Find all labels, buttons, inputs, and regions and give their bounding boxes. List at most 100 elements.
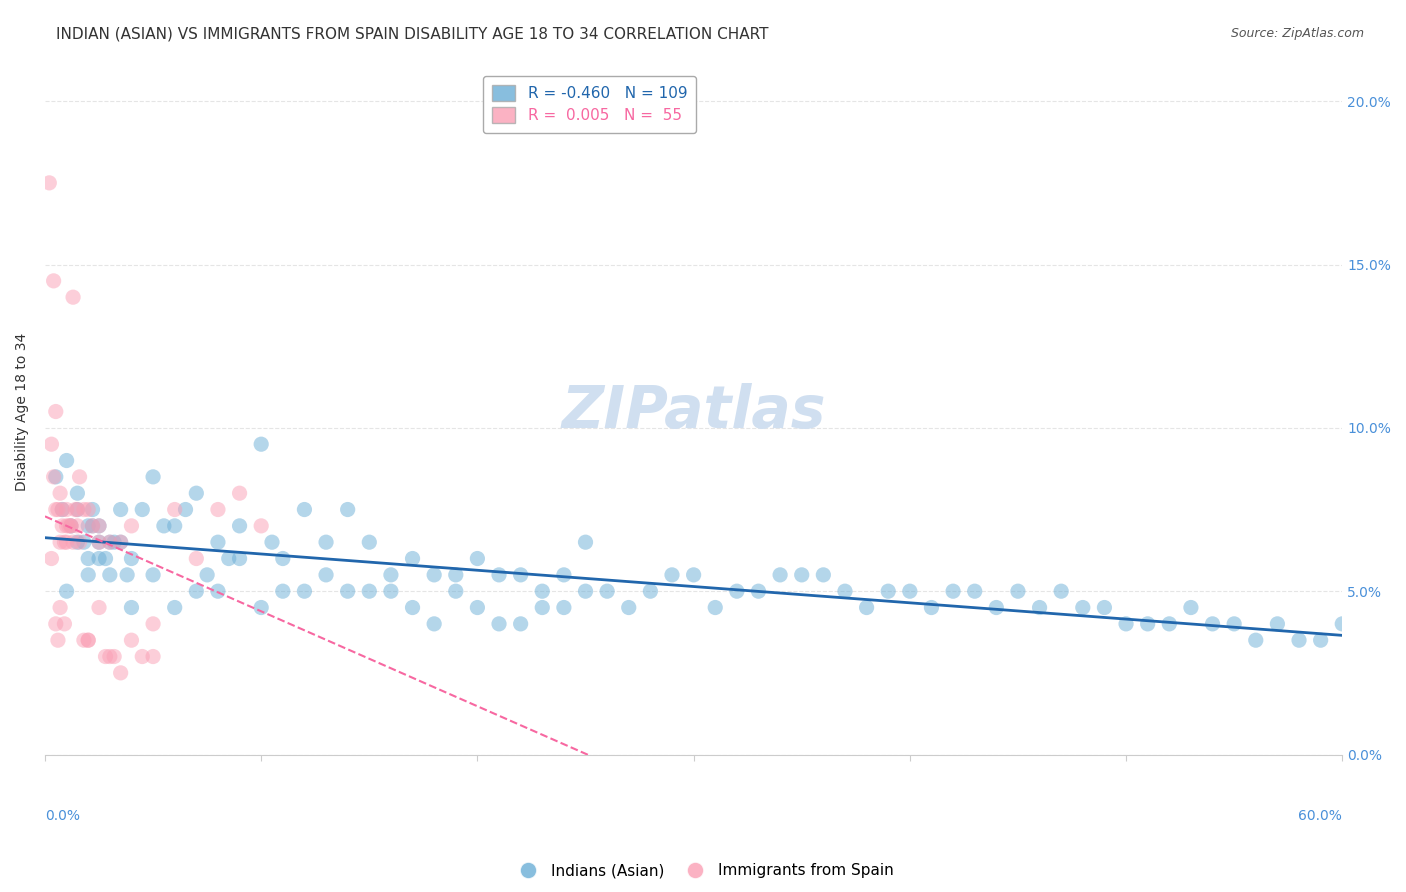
Point xyxy=(207,584,229,599)
Point xyxy=(725,584,748,599)
Point xyxy=(186,486,208,500)
Point xyxy=(103,649,125,664)
Point xyxy=(45,502,67,516)
Point xyxy=(87,551,110,566)
Point xyxy=(1007,584,1029,599)
Point xyxy=(42,470,65,484)
Text: 0.0%: 0.0% xyxy=(45,809,80,823)
Point xyxy=(98,535,121,549)
Point xyxy=(103,535,125,549)
Point xyxy=(73,535,96,549)
Point xyxy=(55,453,77,467)
Point xyxy=(59,519,82,533)
Point xyxy=(110,535,132,549)
Text: 60.0%: 60.0% xyxy=(1298,809,1343,823)
Point xyxy=(87,535,110,549)
Point xyxy=(294,584,316,599)
Point xyxy=(1094,600,1116,615)
Point xyxy=(46,633,69,648)
Point xyxy=(509,616,531,631)
Point xyxy=(77,633,100,648)
Point xyxy=(942,584,965,599)
Point xyxy=(59,519,82,533)
Point xyxy=(46,502,69,516)
Point xyxy=(142,649,165,664)
Point xyxy=(163,600,186,615)
Point xyxy=(82,519,104,533)
Point xyxy=(77,551,100,566)
Point xyxy=(41,551,63,566)
Point xyxy=(747,584,769,599)
Point xyxy=(45,470,67,484)
Point xyxy=(53,616,76,631)
Point xyxy=(531,600,554,615)
Point xyxy=(45,616,67,631)
Point xyxy=(271,584,294,599)
Point xyxy=(59,519,82,533)
Point xyxy=(62,290,84,304)
Point xyxy=(62,535,84,549)
Point xyxy=(423,567,446,582)
Point xyxy=(131,649,153,664)
Point xyxy=(531,584,554,599)
Point xyxy=(228,519,250,533)
Point xyxy=(467,600,489,615)
Point xyxy=(207,535,229,549)
Point xyxy=(682,567,704,582)
Point xyxy=(207,502,229,516)
Point xyxy=(55,519,77,533)
Point xyxy=(467,551,489,566)
Point xyxy=(1071,600,1094,615)
Point xyxy=(87,600,110,615)
Point xyxy=(1223,616,1246,631)
Point xyxy=(423,616,446,631)
Point xyxy=(87,519,110,533)
Point xyxy=(49,535,72,549)
Point xyxy=(271,551,294,566)
Point xyxy=(380,567,402,582)
Point xyxy=(153,519,176,533)
Point xyxy=(553,567,575,582)
Point xyxy=(142,470,165,484)
Point xyxy=(66,502,89,516)
Point xyxy=(986,600,1008,615)
Point xyxy=(51,502,73,516)
Point xyxy=(120,519,142,533)
Point xyxy=(110,502,132,516)
Point xyxy=(401,551,423,566)
Point xyxy=(69,535,91,549)
Point xyxy=(380,584,402,599)
Point xyxy=(1180,600,1202,615)
Point xyxy=(87,535,110,549)
Point xyxy=(250,519,273,533)
Point xyxy=(82,502,104,516)
Point xyxy=(444,584,467,599)
Point xyxy=(574,584,596,599)
Point xyxy=(45,404,67,418)
Point xyxy=(66,502,89,516)
Point xyxy=(66,535,89,549)
Point xyxy=(77,633,100,648)
Point xyxy=(77,519,100,533)
Point xyxy=(163,519,186,533)
Point xyxy=(336,502,359,516)
Point xyxy=(509,567,531,582)
Point xyxy=(834,584,856,599)
Legend: R = -0.460   N = 109, R =  0.005   N =  55: R = -0.460 N = 109, R = 0.005 N = 55 xyxy=(484,76,696,133)
Point xyxy=(55,535,77,549)
Point xyxy=(94,649,117,664)
Point xyxy=(73,502,96,516)
Point xyxy=(359,535,381,549)
Point xyxy=(617,600,640,615)
Point xyxy=(336,584,359,599)
Point xyxy=(163,502,186,516)
Point xyxy=(195,567,218,582)
Point xyxy=(315,567,337,582)
Point xyxy=(488,567,510,582)
Point xyxy=(110,535,132,549)
Point xyxy=(1159,616,1181,631)
Text: INDIAN (ASIAN) VS IMMIGRANTS FROM SPAIN DISABILITY AGE 18 TO 34 CORRELATION CHAR: INDIAN (ASIAN) VS IMMIGRANTS FROM SPAIN … xyxy=(56,27,769,42)
Point xyxy=(94,551,117,566)
Point xyxy=(77,502,100,516)
Point xyxy=(260,535,283,549)
